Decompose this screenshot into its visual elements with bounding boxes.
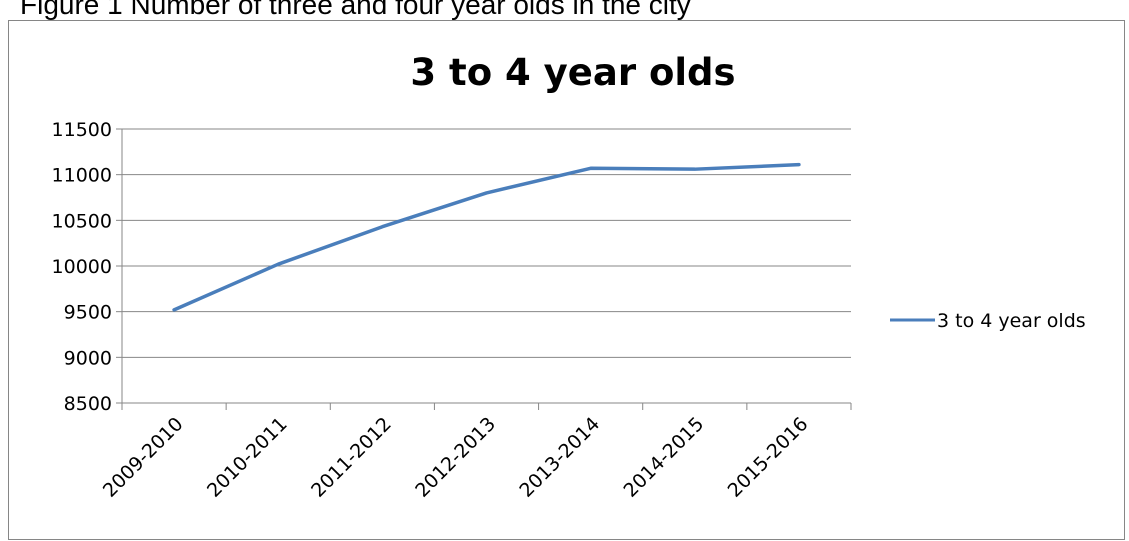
y-tick-label: 9000 bbox=[64, 347, 112, 369]
x-tick-label: 2009-2010 bbox=[99, 413, 188, 502]
x-tick-label: 2015-2016 bbox=[724, 413, 813, 502]
legend: 3 to 4 year olds bbox=[890, 310, 1086, 332]
y-tick-label: 10000 bbox=[52, 256, 112, 278]
chart-title: 3 to 4 year olds bbox=[410, 51, 735, 94]
x-tick-label: 2012-2013 bbox=[411, 413, 500, 502]
chart-frame: 3 to 4 year olds 8500 9000 9500 10000 10500 1… bbox=[8, 20, 1125, 540]
y-tick-label: 9500 bbox=[64, 302, 112, 324]
series-line bbox=[174, 165, 799, 310]
x-tick-label: 2013-2014 bbox=[515, 413, 604, 502]
y-tick-label: 8500 bbox=[64, 393, 112, 415]
x-tick-label: 2014-2015 bbox=[620, 413, 709, 502]
y-tick-label: 11500 bbox=[52, 119, 112, 141]
y-tick-label: 11000 bbox=[52, 165, 112, 187]
x-tick-label: 2011-2012 bbox=[307, 413, 396, 502]
legend-label: 3 to 4 year olds bbox=[937, 310, 1086, 332]
y-tick-label: 10500 bbox=[52, 210, 112, 232]
x-tick-label: 2010-2011 bbox=[203, 413, 292, 502]
line-chart: 3 to 4 year olds 8500 9000 9500 10000 10500 1… bbox=[9, 21, 1126, 541]
figure-caption: Figure 1 Number of three and four year o… bbox=[20, 0, 691, 21]
